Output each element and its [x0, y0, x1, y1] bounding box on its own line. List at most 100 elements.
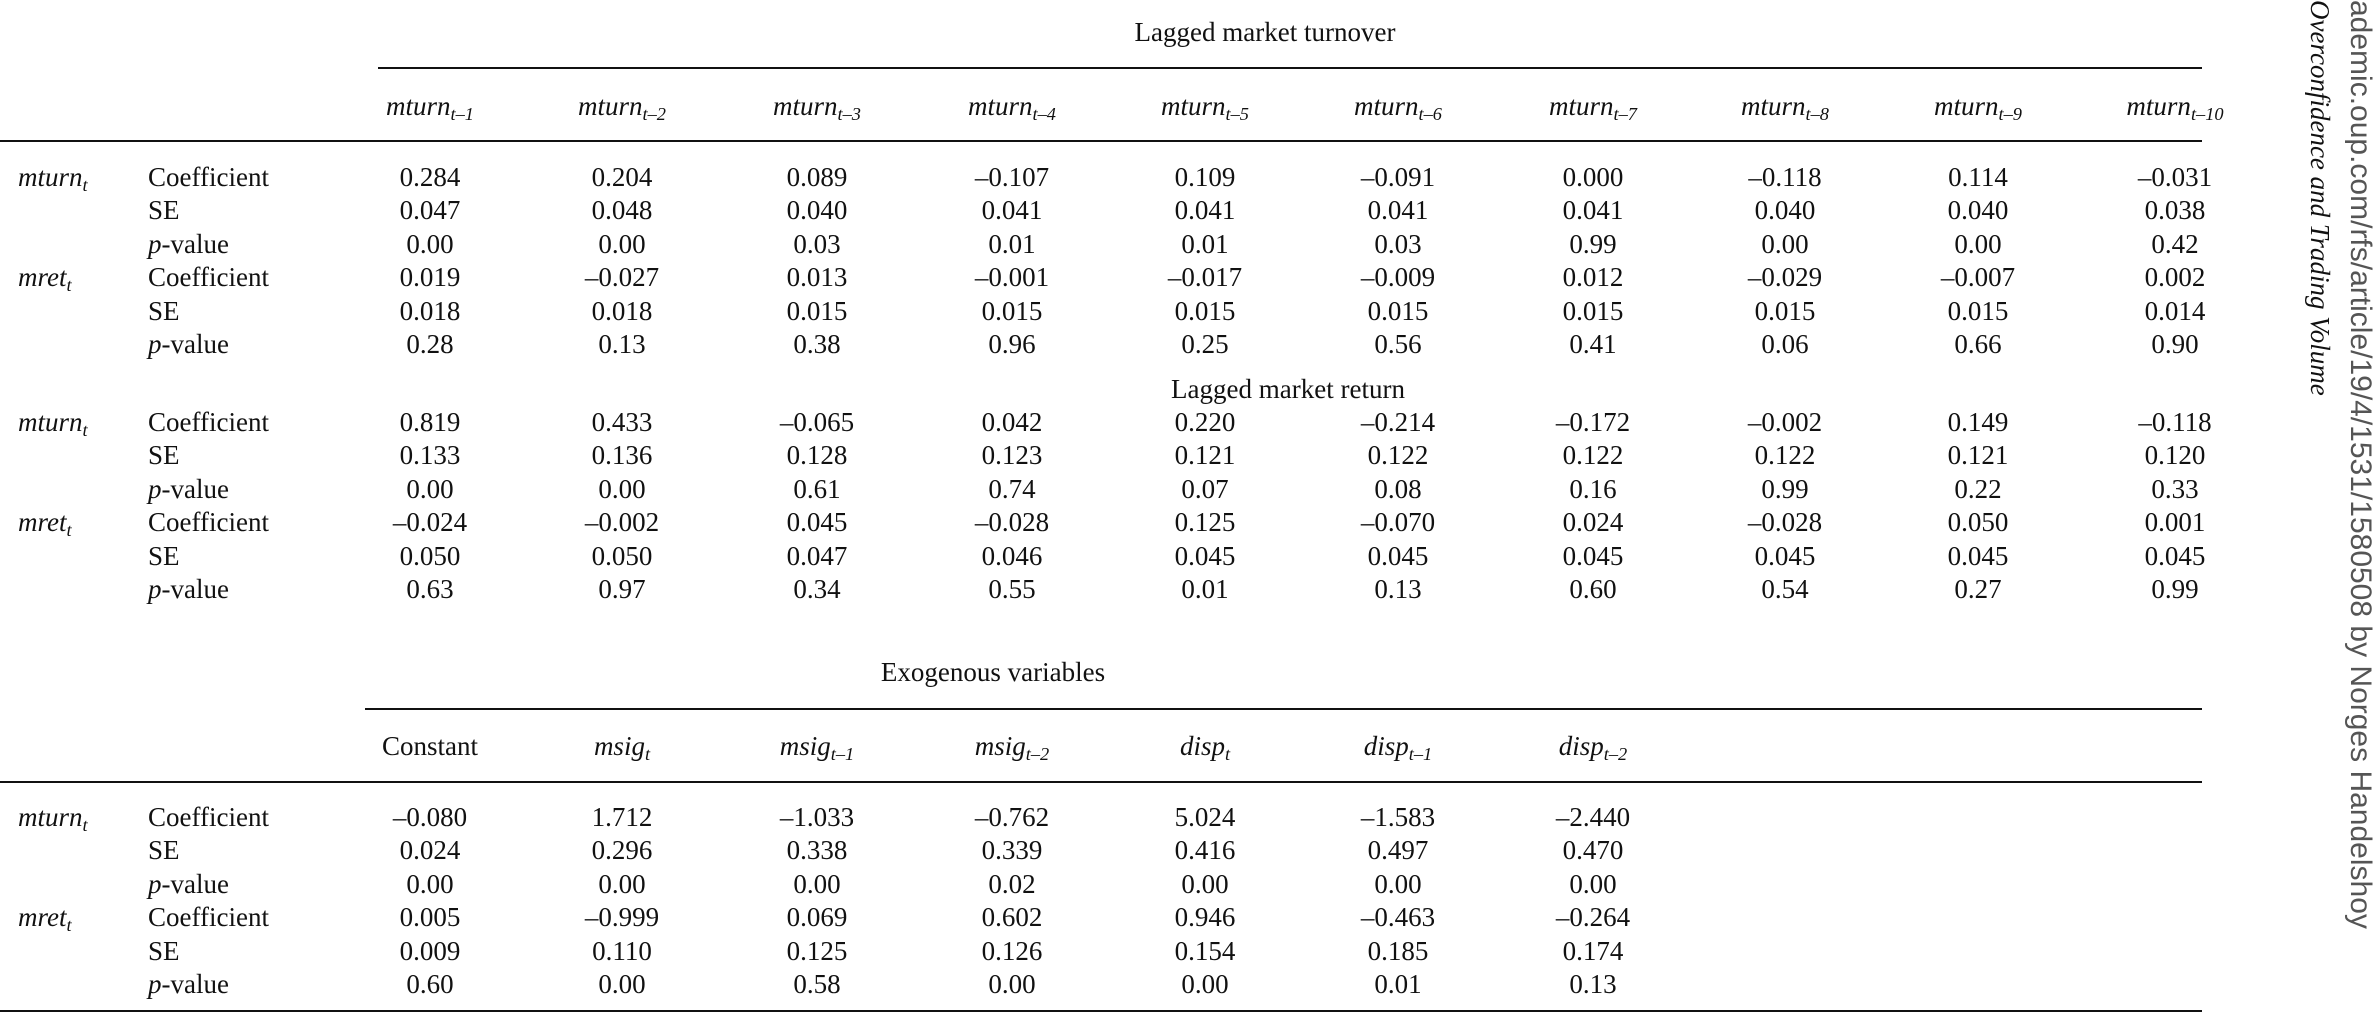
panel-b-cell: 0.045	[1754, 540, 1816, 571]
panel-a-cell: 0.041	[1174, 195, 1236, 226]
panel-a-cell: 0.089	[786, 162, 848, 192]
panel-c-cell: 0.005	[399, 902, 461, 933]
panel-b-cell: –0.028	[1747, 507, 1823, 538]
panel-a-cell: 0.01	[988, 228, 1036, 259]
panel-c-cell: 0.00	[1569, 868, 1617, 899]
panel-b-cell: 0.050	[1947, 507, 2009, 538]
panel-a-cell: 0.25	[1181, 329, 1229, 359]
panel-b-cell: 0.122	[1754, 440, 1816, 471]
panel-b-cell: 0.60	[1569, 574, 1617, 604]
panel-c-cell: 0.00	[1374, 868, 1422, 899]
panel-b-cell: 0.16	[1569, 473, 1617, 504]
panel-c-cell: 0.00	[598, 969, 646, 999]
panel-a-cell: 0.114	[1948, 162, 2008, 192]
panel-c-cell: 0.339	[981, 835, 1043, 866]
panel-b-stat-label: Coefficient	[148, 407, 269, 437]
panel-c-cell: 0.338	[786, 835, 848, 866]
panel-a-column-header: mturnt–2	[578, 91, 666, 125]
panel-b-cell: 0.74	[988, 473, 1036, 504]
panel-c-cell: 0.00	[1181, 969, 1229, 999]
panel-a-cell: –0.007	[1940, 262, 2016, 293]
panel-a-cell: 0.048	[591, 195, 653, 226]
panel-c-cell: 5.024	[1174, 802, 1236, 832]
panel-a-cell: 0.42	[2151, 228, 2199, 259]
panel-a-cell: –0.027	[584, 262, 660, 293]
panel-a-cell: 0.038	[2144, 195, 2206, 226]
panel-b-cell: 0.045	[1174, 540, 1236, 571]
panel-a-cell: –0.029	[1747, 262, 1823, 293]
panel-b-cell: 0.133	[399, 440, 461, 471]
panel-a-cell: 0.040	[1754, 195, 1816, 226]
panel-b-cell: –0.065	[779, 407, 855, 437]
panel-c-cell: 1.712	[591, 802, 653, 832]
panel-a-header: Lagged market turnover	[1134, 17, 1396, 47]
panel-a-stat-label: SE	[148, 195, 180, 226]
panel-b-cell: 0.819	[399, 407, 461, 437]
panel-b-cell: 0.045	[1947, 540, 2009, 571]
panel-a-cell: –0.017	[1167, 262, 1243, 293]
panel-a-cell: 0.015	[1754, 295, 1816, 326]
panel-a-cell: 0.019	[399, 262, 461, 293]
panel-c-cell: –2.440	[1555, 802, 1631, 832]
panel-a-cell: 0.015	[1174, 295, 1236, 326]
panel-c-cell: 0.416	[1174, 835, 1236, 866]
panel-b-cell: 0.33	[2151, 473, 2199, 504]
panel-c-cell: 0.497	[1367, 835, 1429, 866]
panel-a-dep-var-label: mturnt	[18, 162, 88, 196]
panel-c-stat-label: p-value	[148, 969, 229, 999]
panel-a-cell: 0.41	[1569, 329, 1617, 359]
panel-a-cell: 0.13	[598, 329, 646, 359]
panel-c-dep-var-label: mturnt	[18, 802, 88, 836]
running-head: Overconfidence and Trading Volume	[2305, 0, 2335, 396]
panel-a-cell: 0.015	[981, 295, 1043, 326]
panel-c-cell: 0.602	[981, 902, 1043, 933]
panel-c-cell: 0.296	[591, 835, 653, 866]
panel-b-cell: –0.172	[1555, 407, 1631, 437]
panel-a-cell: 0.047	[399, 195, 461, 226]
panel-c-cell: 0.185	[1367, 935, 1429, 966]
panel-a-stat-label: SE	[148, 295, 180, 326]
panel-a-cell: 0.204	[591, 162, 653, 192]
panel-c-dep-var-label: mrett	[18, 902, 72, 936]
panel-a-cell: –0.001	[974, 262, 1050, 293]
panel-a-stat-label: Coefficient	[148, 262, 269, 293]
panel-a-cell: 0.041	[1562, 195, 1624, 226]
panel-b-cell: 0.99	[1761, 473, 1809, 504]
panel-c-cell: 0.069	[786, 902, 848, 933]
panel-a-cell: –0.031	[2137, 162, 2213, 192]
panel-c-cell: 0.02	[988, 868, 1036, 899]
panel-b-cell: –0.002	[584, 507, 660, 538]
panel-b-cell: 0.00	[598, 473, 646, 504]
panel-b-cell: 0.22	[1954, 473, 2002, 504]
panel-b-cell: 0.54	[1761, 574, 1809, 604]
panel-a-stat-label: p-value	[148, 228, 229, 259]
panel-a-cell: 0.99	[1569, 228, 1617, 259]
panel-b-cell: 0.220	[1174, 407, 1236, 437]
panel-b-cell: 0.122	[1367, 440, 1429, 471]
panel-b-cell: 0.047	[786, 540, 848, 571]
panel-a-cell: 0.015	[1947, 295, 2009, 326]
panel-a-column-header: mturnt–8	[1741, 91, 1829, 125]
panel-a-cell: 0.041	[1367, 195, 1429, 226]
panel-c-cell: 0.13	[1569, 969, 1617, 999]
panel-b-cell: –0.118	[2138, 407, 2212, 437]
panel-a-column-header: mturnt–1	[386, 91, 474, 125]
panel-c-cell: –0.080	[392, 802, 468, 832]
panel-a-cell: 0.00	[598, 228, 646, 259]
panel-b-stat-label: p-value	[148, 574, 229, 604]
panel-a-cell: 0.041	[981, 195, 1043, 226]
download-note: ademic.oup.com/rfs/article/19/4/1531/158…	[2344, 0, 2377, 929]
panel-c-cell: –1.583	[1360, 802, 1436, 832]
panel-c-cell: 0.60	[406, 969, 454, 999]
panel-a-cell: 0.284	[399, 162, 461, 192]
panel-c-cell: 0.110	[592, 935, 652, 966]
panel-c-cell: 0.58	[793, 969, 841, 999]
panel-a-cell: 0.018	[399, 295, 461, 326]
panel-c-stat-label: Coefficient	[148, 802, 269, 832]
panel-a-cell: 0.015	[786, 295, 848, 326]
panel-a-cell: 0.014	[2144, 295, 2206, 326]
panel-b-stat-label: Coefficient	[148, 507, 269, 538]
panel-c-column-header: Constant	[381, 731, 479, 761]
panel-b-dep-var-label: mrett	[18, 507, 72, 541]
